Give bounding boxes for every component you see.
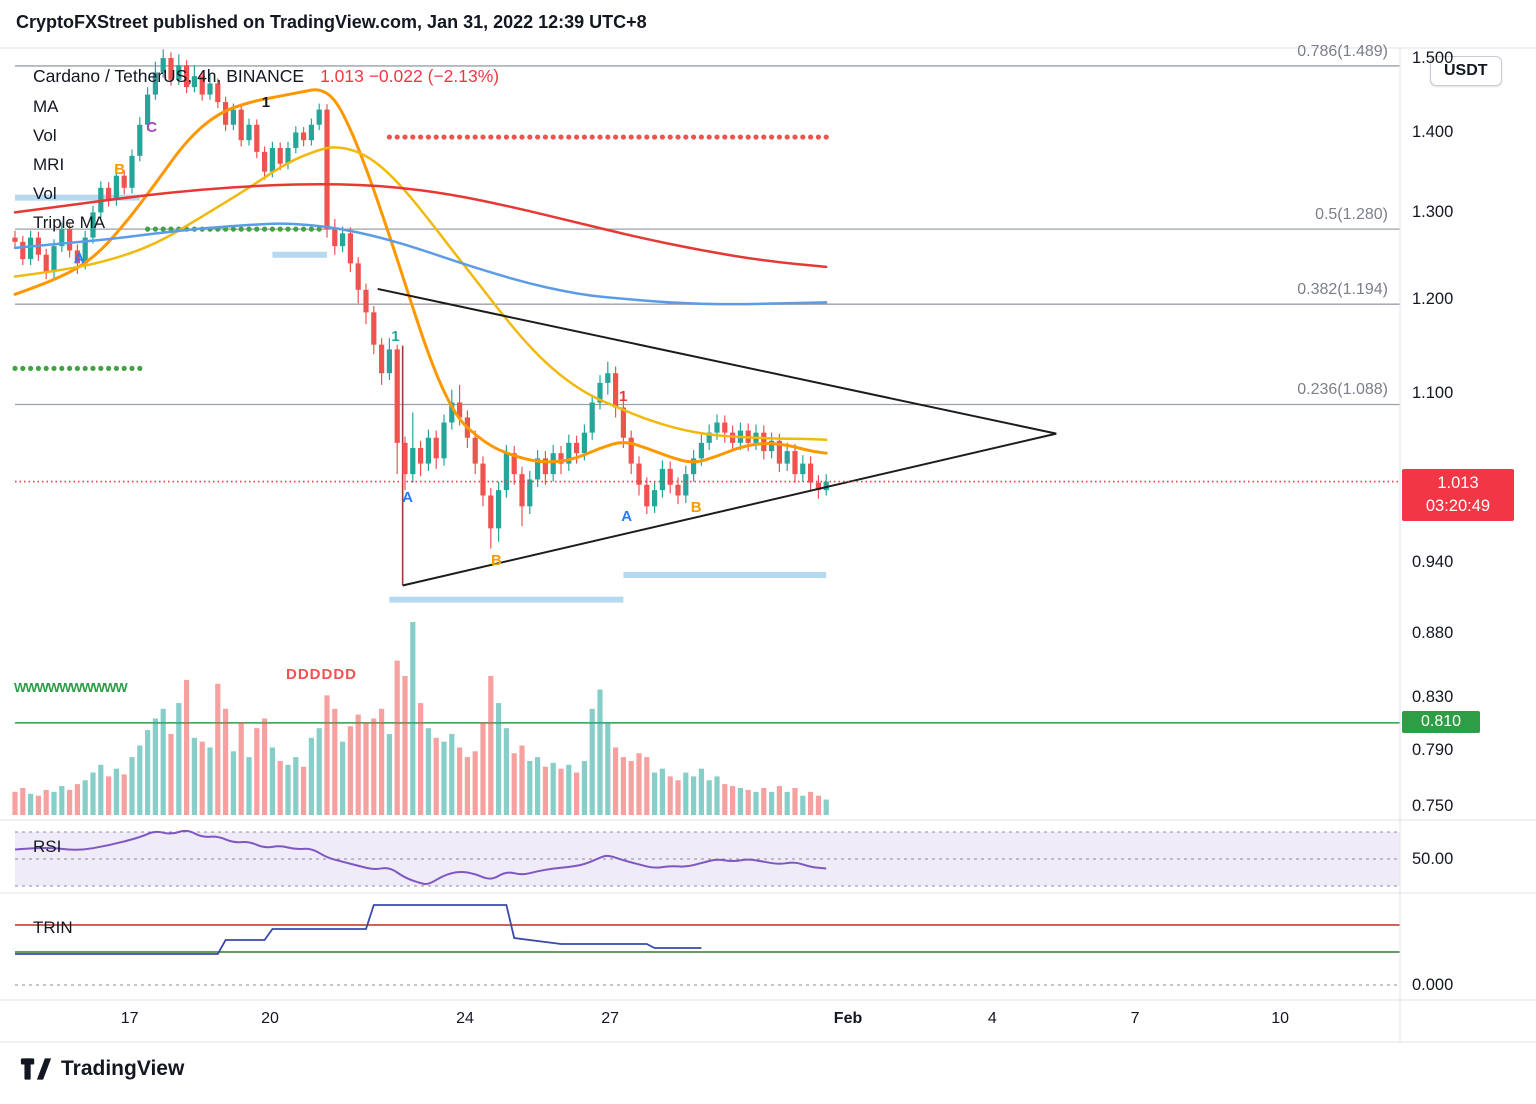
time-tick: 27 xyxy=(601,1010,620,1027)
currency-toggle-button[interactable]: USDT xyxy=(1430,56,1502,86)
tradingview-logo-icon xyxy=(20,1058,52,1080)
wave-label: C xyxy=(146,119,158,137)
price-tick: 0.830 xyxy=(1412,687,1454,706)
legend-mri[interactable]: MRI xyxy=(33,155,65,174)
pattern-annotation: WWWWWWWWWW xyxy=(14,680,128,695)
publish-header: CryptoFXStreet published on TradingView.… xyxy=(16,12,647,32)
time-tick: 24 xyxy=(456,1010,474,1027)
legend-triple-ma[interactable]: Triple MA xyxy=(33,213,106,232)
legend-trin[interactable]: TRIN xyxy=(33,918,73,937)
wave-label: B xyxy=(690,498,702,516)
trin-axis-tick: 0.000 xyxy=(1412,976,1454,994)
time-tick: 10 xyxy=(1271,1010,1290,1027)
wave-label: 1 xyxy=(618,387,628,405)
wave-label: A xyxy=(402,488,413,506)
symbol-title-row: Cardano / TetherUS, 4h, BINANCE 1.013 −0.… xyxy=(33,66,499,87)
level-price-badge: 0.810 xyxy=(1402,710,1480,733)
price-tick: 0.790 xyxy=(1412,740,1454,759)
bar-countdown: 03:20:49 xyxy=(1425,496,1491,515)
pattern-annotation: DDDDDD xyxy=(286,666,357,683)
fib-level-label: 0.236(1.088) xyxy=(1297,381,1388,399)
wave-label: A xyxy=(73,249,85,267)
wave-label: 1 xyxy=(261,93,271,111)
tradingview-brand-text: TradingView xyxy=(61,1057,185,1080)
time-tick: 17 xyxy=(120,1010,139,1027)
indicator-legend: MA Vol MRI Vol Triple MA xyxy=(33,97,105,242)
time-axis[interactable] xyxy=(0,1000,1400,1042)
price-tick: 0.940 xyxy=(1412,553,1454,572)
fib-level-label: 0.786(1.489) xyxy=(1297,42,1388,60)
price-tick: 1.200 xyxy=(1412,289,1454,308)
rsi-axis-tick: 50.00 xyxy=(1412,850,1454,868)
legend-vol-2[interactable]: Vol xyxy=(33,184,57,203)
wave-label: B xyxy=(114,160,126,178)
price-tick: 1.500 xyxy=(1412,49,1454,67)
fib-level-label: 0.382(1.194) xyxy=(1297,281,1388,299)
last-price-value: 1.013 xyxy=(1437,473,1479,492)
wave-label: B xyxy=(491,552,502,570)
legend-rsi[interactable]: RSI xyxy=(33,837,62,856)
legend-ma[interactable]: MA xyxy=(33,97,59,116)
price-tick: 1.400 xyxy=(1412,123,1454,142)
time-tick: 7 xyxy=(1130,1010,1140,1027)
price-tick: 0.880 xyxy=(1412,624,1454,643)
fib-level-label: 0.5(1.280) xyxy=(1315,206,1388,224)
price-tick: 1.100 xyxy=(1412,383,1454,402)
price-tick: 0.750 xyxy=(1412,796,1454,815)
symbol-title[interactable]: Cardano / TetherUS, 4h, BINANCE xyxy=(33,66,305,86)
wave-label: A xyxy=(621,508,633,526)
symbol-change: 1.013 −0.022 (−2.13%) xyxy=(320,66,500,86)
time-tick: 20 xyxy=(261,1010,279,1027)
last-price-badge: 1.013 03:20:49 xyxy=(1402,468,1514,521)
time-tick: Feb xyxy=(833,1010,863,1027)
time-tick: 4 xyxy=(987,1010,997,1027)
tradingview-footer[interactable]: TradingView xyxy=(20,1056,184,1082)
price-tick: 1.300 xyxy=(1412,203,1454,222)
legend-vol[interactable]: Vol xyxy=(33,126,57,145)
wave-label: 1 xyxy=(391,328,400,346)
